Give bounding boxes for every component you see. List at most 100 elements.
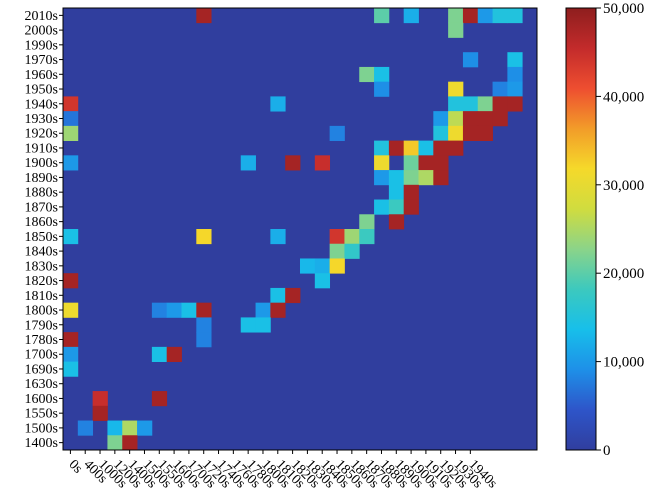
- heatmap-cell: [300, 258, 316, 274]
- y-tick-label: 1790s: [25, 318, 58, 333]
- y-tick-label: 1860s: [25, 215, 58, 230]
- y-tick-label: 1600s: [25, 392, 58, 407]
- heatmap-cell: [329, 125, 345, 141]
- heatmap-cell: [63, 332, 79, 348]
- colorbar-tick-label: 0: [603, 443, 611, 459]
- heatmap-cell: [374, 199, 390, 215]
- colorbar-tick-label: 50,000: [603, 1, 644, 17]
- y-tick-label: 1880s: [25, 186, 58, 201]
- heatmap-cell: [403, 184, 419, 200]
- y-tick-label: 1900s: [25, 156, 58, 171]
- y-tick-label: 1970s: [25, 53, 58, 68]
- heatmap-cell: [388, 170, 405, 186]
- heatmap-cell: [403, 155, 419, 171]
- y-tick-label: 1400s: [25, 436, 58, 451]
- y-tick-label: 1820s: [25, 274, 58, 289]
- heatmap-cell: [374, 8, 390, 24]
- y-tick-label: 1550s: [25, 407, 58, 422]
- heatmap-cell: [448, 140, 464, 156]
- heatmap-cell: [507, 66, 523, 83]
- y-tick-label: 1930s: [25, 112, 58, 127]
- heatmap-cell: [374, 140, 390, 156]
- heatmap-cell: [63, 96, 79, 112]
- plot-frame: [62, 7, 538, 451]
- heatmap-cell: [374, 155, 390, 171]
- heatmap-cell: [462, 96, 479, 112]
- heatmap-cell: [270, 302, 286, 318]
- heatmap-cell: [507, 96, 523, 112]
- heatmap-cell: [329, 243, 345, 259]
- y-tick-label: 1890s: [25, 171, 58, 186]
- heatmap-background: [63, 8, 537, 450]
- heatmap-cell: [462, 111, 479, 127]
- heatmap-cells: [62, 7, 538, 451]
- heatmap-cell: [403, 170, 419, 186]
- heatmap-cell: [270, 229, 286, 245]
- heatmap-cell: [63, 346, 79, 362]
- heatmap-cell: [418, 140, 434, 156]
- heatmap-cell: [270, 287, 286, 304]
- y-tick-label: 1830s: [25, 259, 58, 274]
- heatmap-cell: [255, 302, 271, 318]
- heatmap-cell: [507, 52, 523, 68]
- heatmap-cell: [196, 317, 212, 333]
- heatmap-cell: [329, 258, 345, 274]
- heatmap-cell: [314, 258, 331, 274]
- heatmap-cell: [196, 302, 212, 318]
- y-tick-label: 1700s: [25, 348, 58, 363]
- heatmap-cell: [477, 111, 493, 127]
- heatmap-cell: [433, 125, 449, 141]
- y-tick-label: 1910s: [25, 141, 58, 156]
- heatmap-cell: [314, 155, 331, 171]
- heatmap-cell: [240, 155, 256, 171]
- heatmap-cell: [122, 420, 138, 436]
- heatmap-cell: [433, 170, 449, 186]
- y-axis: 2010s2000s1990s1970s1960s1950s1940s1930s…: [25, 9, 63, 451]
- y-tick-label: 1920s: [25, 127, 58, 142]
- heatmap-cell: [63, 273, 79, 289]
- heatmap-cell: [63, 361, 79, 377]
- heatmap-cell: [448, 96, 464, 112]
- heatmap-cell: [77, 420, 94, 436]
- colorbar-tick-label: 10,000: [603, 355, 644, 371]
- heatmap-cell: [492, 96, 508, 112]
- heatmap-cell: [166, 346, 182, 362]
- heatmap-cell: [240, 317, 256, 333]
- y-tick-label: 2000s: [25, 24, 58, 39]
- heatmap-cell: [388, 214, 405, 230]
- heatmap-cell: [92, 391, 108, 407]
- y-tick-label: 1630s: [25, 377, 58, 392]
- heatmap-cell: [285, 155, 301, 171]
- colorbar-tick-label: 30,000: [603, 178, 644, 194]
- heatmap-cell: [285, 287, 301, 304]
- y-tick-label: 1850s: [25, 230, 58, 245]
- heatmap-cell: [344, 243, 360, 259]
- heatmap-cell: [107, 435, 123, 451]
- heatmap-cell: [492, 81, 508, 97]
- heatmap-cell: [151, 391, 168, 407]
- heatmap-cell: [166, 302, 182, 318]
- heatmap-cell: [63, 125, 79, 141]
- y-tick-label: 1780s: [25, 333, 58, 348]
- heatmap-cell: [448, 81, 464, 97]
- heatmap-cell: [329, 229, 345, 245]
- heatmap-cell: [374, 170, 390, 186]
- heatmap-cell: [122, 435, 138, 451]
- heatmap-cell: [418, 155, 434, 171]
- heatmap-cell: [359, 229, 375, 245]
- heatmap-cell: [462, 52, 479, 68]
- heatmap-cell: [448, 111, 464, 127]
- y-tick-label: 1950s: [25, 83, 58, 98]
- colorbar-tick-label: 20,000: [603, 266, 644, 282]
- heatmap-cell: [63, 229, 79, 245]
- heatmap-cell: [63, 155, 79, 171]
- y-tick-label: 1810s: [25, 289, 58, 304]
- heatmap-cell: [314, 273, 331, 289]
- y-tick-label: 1870s: [25, 200, 58, 215]
- y-tick-label: 2010s: [25, 9, 58, 24]
- heatmap-cell: [388, 140, 405, 156]
- y-tick-label: 1990s: [25, 38, 58, 53]
- heatmap-cell: [92, 405, 108, 421]
- heatmap-cell: [418, 170, 434, 186]
- heatmap-cell: [433, 140, 449, 156]
